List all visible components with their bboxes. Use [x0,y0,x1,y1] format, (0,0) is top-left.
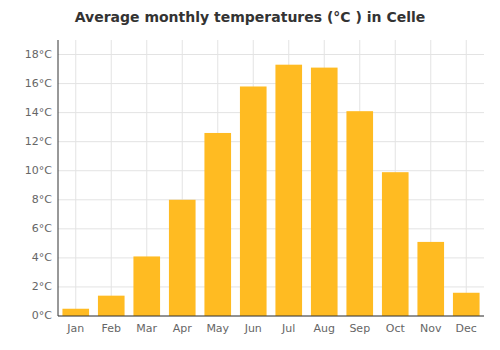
chart: 0°C 2°C 4°C 6°C 8°C 10°C 12°C 14°C 16°C 18°C Jan Fe… [0,0,500,350]
x-grid-line [111,40,112,316]
bar [169,200,196,316]
y-grid-line [58,199,484,200]
bar [453,293,480,316]
y-tick-label: 16°C [25,77,52,90]
x-tick-label: Feb [102,322,121,335]
bar [417,242,444,316]
x-grid-line [75,40,76,316]
y-grid-line [58,141,484,142]
x-tick-label: Nov [420,322,442,335]
y-grid-line [58,170,484,171]
bars [62,65,479,316]
y-tick-label: 10°C [25,164,52,177]
x-tick-label: Apr [173,322,193,335]
x-grid-line [466,40,467,316]
bar [98,296,125,316]
x-tick-label: Mar [136,322,157,335]
bar [133,256,160,316]
x-tick-label: Jan [66,322,84,335]
x-tick-label: Jun [244,322,262,335]
y-grid-line [58,54,484,55]
y-tick-label: 12°C [25,135,52,148]
title: Average monthly temperatures (°C ) in Ce… [75,9,426,25]
bar [382,172,409,316]
bar [311,68,338,316]
y-tick-label: 6°C [32,222,52,235]
x-tick-label: Sep [349,322,370,335]
bar [204,133,231,316]
y-grid-line [58,316,484,317]
grid [58,40,484,316]
y-grid-line [58,83,484,84]
x-tick-label: May [206,322,229,335]
axes: 0°C 2°C 4°C 6°C 8°C 10°C 12°C 14°C 16°C 18°C Jan Fe… [25,40,484,335]
bar [240,86,267,316]
y-tick-label: 4°C [32,251,52,264]
bar [275,65,302,316]
x-tick-label: Aug [314,322,335,335]
bar [346,111,373,316]
bar [62,309,89,316]
y-tick-label: 0°C [32,309,52,322]
y-tick-label: 8°C [32,193,52,206]
y-grid-line [58,112,484,113]
y-tick-label: 18°C [25,48,52,61]
x-tick-label: Jul [281,322,295,335]
y-tick-label: 2°C [32,280,52,293]
x-axis-line [58,316,484,317]
y-grid-line [58,228,484,229]
chart-container: 0°C 2°C 4°C 6°C 8°C 10°C 12°C 14°C 16°C 18°C Jan Fe… [0,0,500,350]
y-tick-label: 14°C [25,106,52,119]
x-tick-label: Oct [386,322,406,335]
y-axis-line [58,40,59,316]
x-tick-label: Dec [456,322,477,335]
